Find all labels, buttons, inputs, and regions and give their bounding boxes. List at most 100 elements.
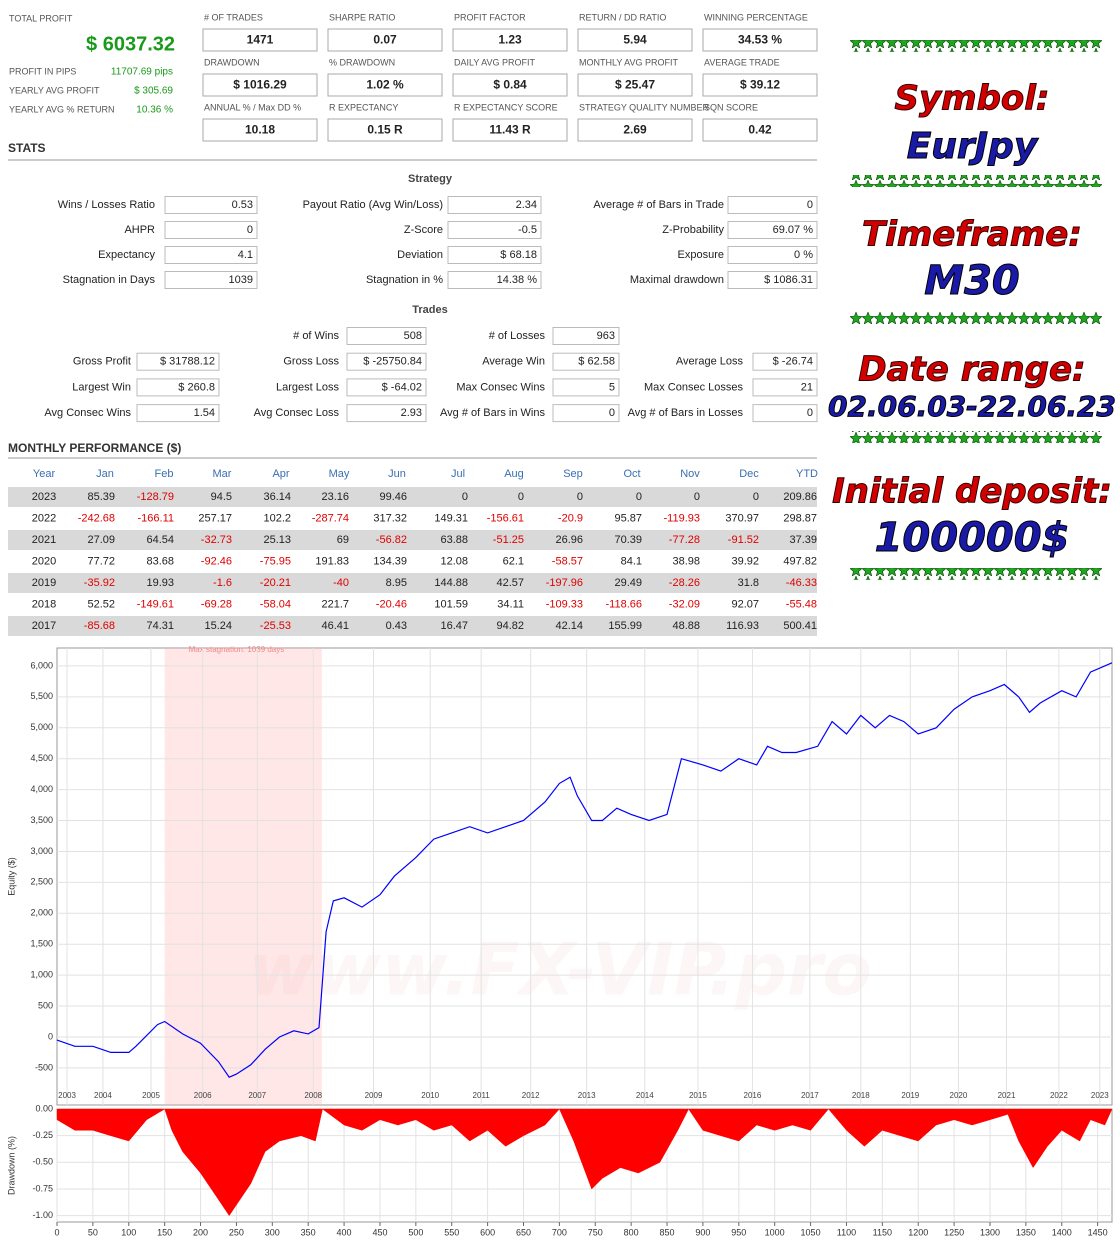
x-tick-label: 1150 [873, 1227, 892, 1237]
x-tick-label: 500 [408, 1227, 423, 1237]
stat-box [136, 378, 220, 397]
table-cell: 2017 [32, 620, 56, 632]
stat-box [164, 271, 258, 289]
x-tick-label: 2022 [1050, 1091, 1068, 1100]
x-tick-label: 2013 [578, 1091, 596, 1100]
table-cell: 63.88 [440, 534, 468, 546]
stat-label: # of Wins [293, 330, 339, 342]
metric-label: SHARPE RATIO [329, 12, 395, 22]
table-cell: -58.04 [260, 598, 291, 610]
table-header: Mar [213, 468, 232, 480]
x-tick-label: 1300 [980, 1227, 1000, 1237]
table-cell: 77.72 [87, 555, 115, 567]
stat-label: Wins / Losses Ratio [58, 199, 155, 211]
equity-line [56, 662, 1113, 1078]
metric-label: # OF TRADES [204, 12, 263, 22]
stat-box [136, 404, 220, 423]
table-cell: 62.1 [503, 555, 524, 567]
x-tick-label: 250 [229, 1227, 244, 1237]
stat-box [136, 352, 220, 371]
x-tick-label: 2005 [142, 1091, 160, 1100]
metric-box [702, 28, 818, 52]
stat-label: Exposure [678, 249, 724, 261]
stat-value: 508 [404, 330, 422, 342]
table-cell: 52.52 [87, 598, 115, 610]
stat-box [727, 271, 818, 289]
table-cell: 42.14 [555, 620, 583, 632]
section-subtitle: Trades [412, 304, 447, 316]
table-cell: 317.32 [373, 512, 407, 524]
table-cell: 25.13 [263, 534, 291, 546]
metric-label: MONTHLY AVG PROFIT [579, 57, 679, 67]
stat-label: Z-Probability [662, 224, 724, 236]
y-tick-label: 0 [48, 1031, 53, 1041]
metric-value: 10.18 [245, 123, 275, 137]
table-cell: 102.2 [263, 512, 291, 524]
table-cell: 0 [694, 491, 700, 503]
stat-value: $ 31788.12 [160, 356, 215, 368]
stat-value: 4.1 [238, 249, 253, 261]
stat-label: Stagnation in Days [63, 274, 156, 286]
table-cell: 0 [577, 491, 583, 503]
stat-box [727, 246, 818, 264]
table-header: Feb [155, 468, 174, 480]
table-cell: 298.87 [783, 512, 817, 524]
plot-area [56, 647, 1113, 1106]
table-cell: -40 [333, 577, 349, 589]
table-cell: 0 [462, 491, 468, 503]
stat-value: 1.54 [194, 407, 215, 419]
metric-value: 34.53 % [738, 33, 782, 47]
x-tick-label: 0 [54, 1227, 59, 1237]
metric-box [702, 73, 818, 97]
metric-label: R EXPECTANCY [329, 102, 398, 112]
table-cell: 23.16 [321, 491, 349, 503]
metric-value: 2.69 [623, 123, 647, 137]
stat-label: Avg # of Bars in Wins [440, 407, 545, 419]
info-label: Symbol: [894, 79, 1049, 119]
table-cell: 27.09 [87, 534, 115, 546]
y-axis-label: Equity ($) [6, 857, 16, 896]
table-cell: 70.39 [614, 534, 642, 546]
table-cell: 2018 [32, 598, 56, 610]
table-header: YTD [796, 468, 818, 480]
metric-box [327, 28, 443, 52]
metric-box [202, 73, 318, 97]
table-cell: 0 [636, 491, 642, 503]
stat-label: Largest Win [72, 381, 131, 393]
table-cell: 8.95 [386, 577, 407, 589]
table-cell: 37.39 [789, 534, 817, 546]
stat-box [752, 404, 818, 423]
x-tick-label: 2015 [689, 1091, 707, 1100]
table-cell: 0 [518, 491, 524, 503]
table-cell: 29.49 [614, 577, 642, 589]
metric-box [577, 73, 693, 97]
x-tick-label: 750 [588, 1227, 603, 1237]
table-header: May [329, 468, 350, 480]
x-tick-label: 1050 [801, 1227, 821, 1237]
table-cell: 85.39 [87, 491, 115, 503]
table-cell: 83.68 [146, 555, 174, 567]
table-cell: -119.93 [664, 512, 701, 524]
stat-value: 0.53 [232, 199, 253, 211]
metric-label: SQN SCORE [704, 102, 758, 112]
x-tick-label: 700 [552, 1227, 567, 1237]
table-cell: 101.59 [434, 598, 468, 610]
stat-box [447, 271, 542, 289]
metric-box [327, 73, 443, 97]
table-cell: 94.82 [496, 620, 524, 632]
stat-box [752, 378, 818, 397]
table-cell: 370.97 [725, 512, 759, 524]
stat-label: Max Consec Wins [456, 381, 545, 393]
stat-label: Stagnation in % [366, 274, 443, 286]
summary-value: 11707.69 pips [111, 67, 173, 78]
info-value: 100000$ [875, 515, 1070, 561]
x-tick-label: 2017 [801, 1091, 819, 1100]
stat-value: 1039 [229, 274, 253, 286]
table-cell: -197.96 [546, 577, 583, 589]
table-cell: 497.82 [783, 555, 817, 567]
x-tick-label: 2003 [58, 1091, 76, 1100]
y-tick-label: 3,500 [30, 815, 53, 825]
table-cell: -149.61 [137, 598, 174, 610]
table-cell: 34.11 [497, 598, 524, 610]
metric-box [452, 73, 568, 97]
